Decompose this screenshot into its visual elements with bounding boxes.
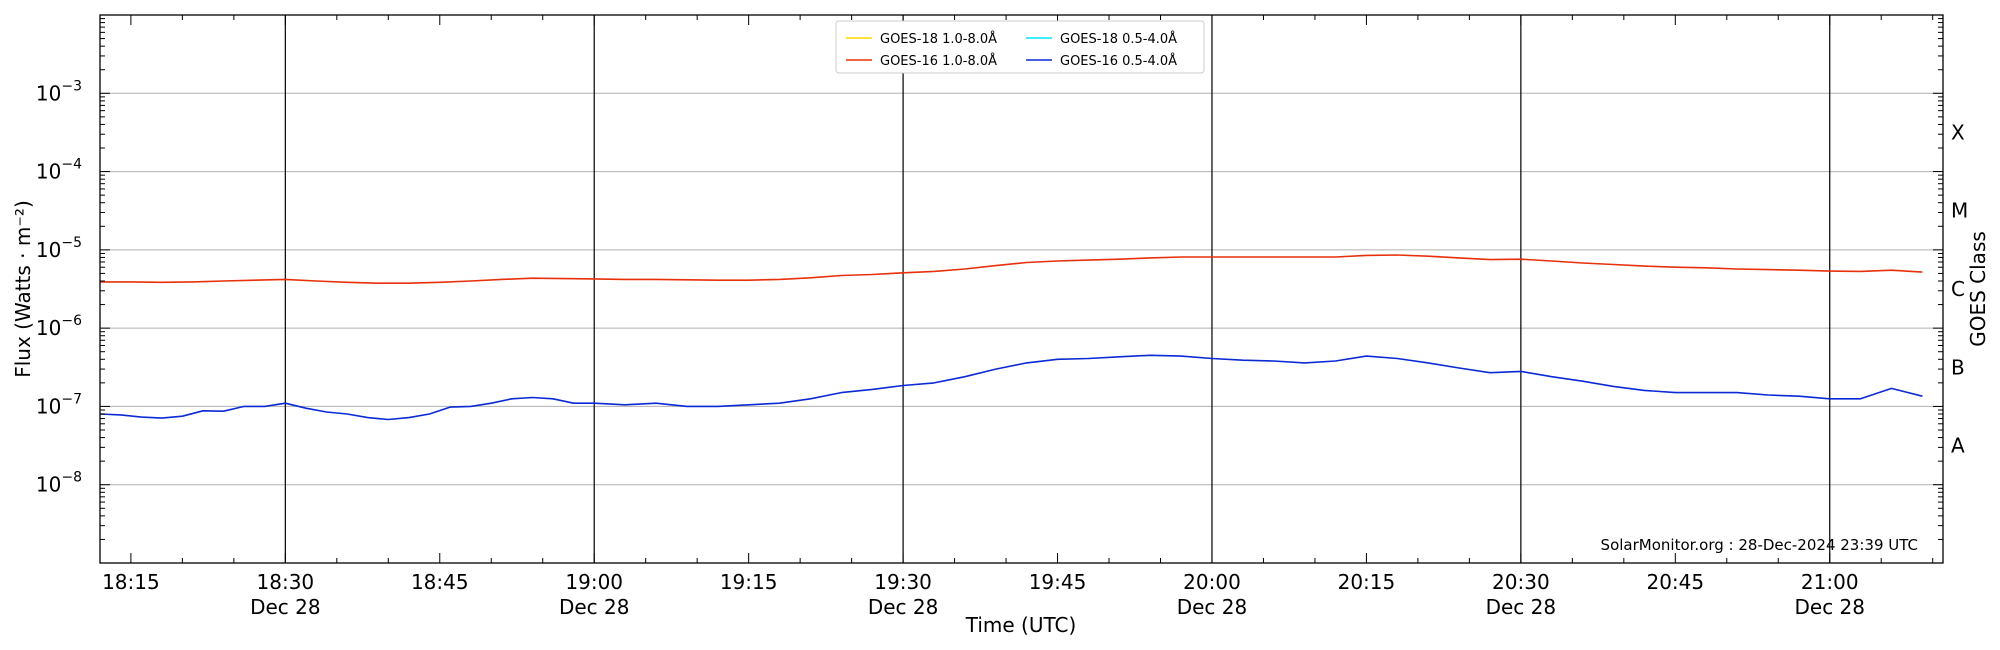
legend-label: GOES-16 1.0-8.0Å — [880, 53, 997, 69]
vertical-markers — [284, 15, 1831, 563]
plot-background — [100, 15, 1943, 563]
y-axis-title: Flux (Watts · m⁻²) — [11, 200, 35, 378]
goes-class-labels: A B C M X — [1951, 120, 1968, 457]
legend-label: GOES-16 0.5-4.0Å — [1060, 53, 1177, 69]
x-tick-label: 18:30 — [257, 570, 315, 594]
x-tick-date-label: Dec 28 — [250, 595, 321, 619]
y-tick-label: 10−7 — [36, 391, 82, 418]
x-tick-label: 19:15 — [720, 570, 778, 594]
x-tick-label: 20:15 — [1338, 570, 1396, 594]
goes-class-label: A — [1951, 434, 1965, 458]
legend-entries: GOES-18 1.0-8.0Å GOES-18 0.5-4.0Å GOES-16 … — [846, 31, 1177, 69]
x-tick-date-label: Dec 28 — [1177, 595, 1248, 619]
x-tick-label: 19:00 — [565, 570, 623, 594]
goes-class-label: B — [1951, 355, 1965, 379]
axis-ticks — [100, 15, 1943, 564]
x-tick-label: 19:30 — [874, 570, 932, 594]
x-tick-label: 20:45 — [1646, 570, 1704, 594]
y-tick-label: 10−3 — [36, 78, 82, 105]
legend-label: GOES-18 0.5-4.0Å — [1060, 31, 1177, 47]
y-tick-label: 10−6 — [36, 313, 82, 340]
x-tick-label: 19:45 — [1029, 570, 1087, 594]
x-tick-label: 18:15 — [102, 570, 160, 594]
goes-class-label: M — [1951, 199, 1968, 223]
goes-class-label: X — [1951, 120, 1965, 144]
y-tick-labels: 10−8 10−7 10−6 10−5 10−4 10−3 — [36, 78, 82, 496]
x-tick-label: 20:00 — [1183, 570, 1241, 594]
goes-class-label: C — [1951, 277, 1965, 301]
plot-frame — [99, 14, 1944, 564]
series-lines — [99, 254, 1923, 421]
y2-axis-title: GOES Class — [1966, 231, 1990, 347]
x-tick-date-label: Dec 28 — [868, 595, 939, 619]
y-tick-label: 10−4 — [36, 157, 82, 184]
x-tick-date-label: Dec 28 — [1486, 595, 1557, 619]
x-axis-title: Time (UTC) — [965, 613, 1077, 637]
series-line — [99, 354, 1923, 421]
y-tick-label: 10−8 — [36, 470, 82, 497]
legend-label: GOES-18 1.0-8.0Å — [880, 31, 997, 47]
x-tick-label: 21:00 — [1801, 570, 1859, 594]
legend: GOES-18 1.0-8.0Å GOES-18 0.5-4.0Å GOES-16 … — [835, 20, 1205, 74]
x-tick-date-label: Dec 28 — [559, 595, 630, 619]
grid-lines — [100, 92, 1943, 486]
y-tick-label: 10−5 — [36, 235, 82, 262]
credit-annotation: SolarMonitor.org : 28-Dec-2024 23:39 UTC — [1601, 536, 1918, 554]
legend-box — [835, 20, 1205, 74]
series-line — [100, 254, 1923, 284]
x-tick-label: 20:30 — [1492, 570, 1550, 594]
x-tick-date-label: Dec 28 — [1794, 595, 1865, 619]
x-tick-label: 18:45 — [411, 570, 469, 594]
